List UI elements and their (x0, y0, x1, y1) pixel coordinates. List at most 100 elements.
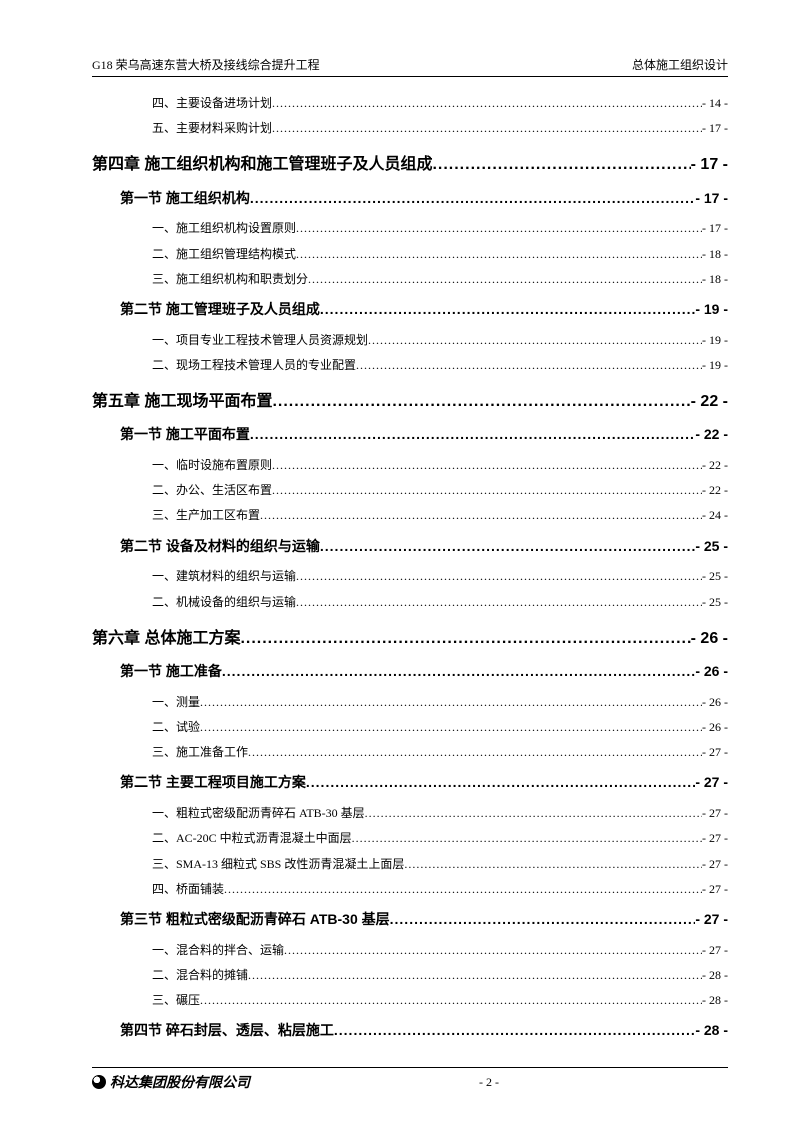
toc-leader-dots (296, 216, 702, 241)
toc-page-number: - 17 - (702, 116, 728, 141)
toc-page-number: - 26 - (702, 715, 728, 740)
toc-entry: 四、桥面铺装- 27 - (152, 877, 728, 902)
toc-label: 一、施工组织机构设置原则 (152, 216, 296, 241)
toc-label: 第二节 主要工程项目施工方案 (120, 771, 306, 795)
toc-entry: 二、混合料的摊铺 - 28 - (152, 963, 728, 988)
toc-leader-dots (200, 690, 702, 715)
toc-label: 二、混合料的摊铺 (152, 963, 248, 988)
toc-entry: 三、碾压 - 28 - (152, 988, 728, 1013)
toc-page-number: - 18 - (702, 267, 728, 292)
toc-page-number: - 28 - (702, 963, 728, 988)
toc-page-number: - 26 - (702, 690, 728, 715)
toc-leader-dots (284, 938, 702, 963)
toc-entry: 一、混合料的拌合、运输- 27 - (152, 938, 728, 963)
toc-leader-dots (296, 564, 702, 589)
toc-leader-dots (320, 298, 695, 322)
toc-label: 三、碾压 (152, 988, 200, 1013)
toc-leader-dots (352, 826, 702, 851)
toc-leader-dots (306, 771, 695, 795)
toc-entry: 二、机械设备的组织与运输 - 25 - (152, 590, 728, 615)
toc-entry: 一、建筑材料的组织与运输 - 25 - (152, 564, 728, 589)
toc-leader-dots (296, 590, 702, 615)
toc-leader-dots (248, 963, 702, 988)
toc-page-number: - 27 - (702, 852, 728, 877)
toc-entry: 三、施工组织机构和职责划分- 18 - (152, 267, 728, 292)
toc-label: 第四节 碎石封层、透层、粘层施工 (120, 1019, 334, 1043)
toc-leader-dots (272, 116, 702, 141)
footer-page-number: - 2 - (250, 1075, 728, 1090)
toc-label: 三、施工准备工作 (152, 740, 248, 765)
toc-label: 三、SMA-13 细粒式 SBS 改性沥青混凝土上面层 (152, 852, 404, 877)
toc-leader-dots (308, 267, 702, 292)
toc-label: 第一节 施工平面布置 (120, 423, 250, 447)
toc-leader-dots (365, 801, 702, 826)
toc-entry: 三、SMA-13 细粒式 SBS 改性沥青混凝土上面层 - 27 - (152, 852, 728, 877)
toc-label: 二、机械设备的组织与运输 (152, 590, 296, 615)
toc-label: 五、主要材料采购计划 (152, 116, 272, 141)
header-right: 总体施工组织设计 (632, 56, 728, 73)
toc-leader-dots (250, 187, 695, 211)
toc-page-number: - 14 - (702, 91, 728, 116)
toc-entry: 二、施工组织管理结构模式- 18 - (152, 242, 728, 267)
toc-entry: 一、粗粒式密级配沥青碎石 ATB-30 基层 - 27 - (152, 801, 728, 826)
toc-leader-dots (240, 625, 690, 652)
toc-entry: 二、办公、生活区布置 - 22 - (152, 478, 728, 503)
toc-label: 二、施工组织管理结构模式 (152, 242, 296, 267)
toc-page-number: - 24 - (702, 503, 728, 528)
toc-entry: 一、项目专业工程技术管理人员资源规划- 19 - (152, 328, 728, 353)
toc-label: 一、测量 (152, 690, 200, 715)
toc-entry: 第一节 施工准备- 26 - (120, 660, 728, 684)
toc-entry: 第一节 施工组织机构- 17 - (120, 187, 728, 211)
toc-leader-dots (320, 535, 695, 559)
toc-entry: 二、现场工程技术管理人员的专业配置- 19 - (152, 353, 728, 378)
toc-page-number: - 27 - (702, 801, 728, 826)
toc-label: 二、办公、生活区布置 (152, 478, 272, 503)
toc-page-number: - 28 - (702, 988, 728, 1013)
toc-entry: 四、主要设备进场计划 - 14 - (152, 91, 728, 116)
toc-page-number: - 26 - (691, 625, 728, 652)
toc-leader-dots (296, 242, 702, 267)
toc-label: 二、AC-20C 中粒式沥青混凝土中面层 (152, 826, 352, 851)
toc-page-number: - 22 - (702, 453, 728, 478)
toc-page-number: - 17 - (691, 151, 728, 178)
toc-page-number: - 27 - (702, 938, 728, 963)
toc-page-number: - 27 - (702, 740, 728, 765)
toc-page-number: - 27 - (702, 826, 728, 851)
toc-entry: 五、主要材料采购计划 - 17 - (152, 116, 728, 141)
toc-leader-dots (334, 1019, 695, 1043)
toc-entry: 三、生产加工区布置- 24 - (152, 503, 728, 528)
toc-leader-dots (356, 353, 702, 378)
toc-page-number: - 22 - (695, 423, 728, 447)
toc-label: 第五章 施工现场平面布置 (92, 388, 272, 415)
toc-page-number: - 28 - (695, 1019, 728, 1043)
toc-entry: 第二节 主要工程项目施工方案 - 27 - (120, 771, 728, 795)
toc-page-number: - 19 - (702, 353, 728, 378)
toc-entry: 第六章 总体施工方案 - 26 - (92, 625, 728, 652)
company-logo-icon (92, 1075, 106, 1089)
toc-page-number: - 25 - (702, 590, 728, 615)
toc-label: 一、粗粒式密级配沥青碎石 ATB-30 基层 (152, 801, 365, 826)
toc-entry: 一、施工组织机构设置原则 - 17 - (152, 216, 728, 241)
toc-leader-dots (432, 151, 690, 178)
toc-entry: 一、测量 - 26 - (152, 690, 728, 715)
toc-page-number: - 22 - (702, 478, 728, 503)
toc-page-number: - 19 - (702, 328, 728, 353)
toc-page-number: - 27 - (695, 771, 728, 795)
document-page: G18 荣乌高速东营大桥及接线综合提升工程 总体施工组织设计 四、主要设备进场计… (0, 0, 800, 1097)
toc-label: 一、建筑材料的组织与运输 (152, 564, 296, 589)
toc-leader-dots (272, 453, 702, 478)
toc-leader-dots (248, 740, 702, 765)
toc-leader-dots (272, 91, 702, 116)
toc-label: 一、临时设施布置原则 (152, 453, 272, 478)
toc-entry: 第四节 碎石封层、透层、粘层施工 - 28 - (120, 1019, 728, 1043)
toc-page-number: - 19 - (695, 298, 728, 322)
footer-company: 科达集团股份有限公司 (110, 1072, 250, 1092)
toc-label: 第六章 总体施工方案 (92, 625, 240, 652)
toc-label: 四、桥面铺装 (152, 877, 224, 902)
toc-leader-dots (368, 328, 702, 353)
toc-entry: 第五章 施工现场平面布置- 22 - (92, 388, 728, 415)
toc-label: 四、主要设备进场计划 (152, 91, 272, 116)
page-header: G18 荣乌高速东营大桥及接线综合提升工程 总体施工组织设计 (92, 56, 728, 77)
toc-page-number: - 17 - (702, 216, 728, 241)
toc-page-number: - 25 - (702, 564, 728, 589)
